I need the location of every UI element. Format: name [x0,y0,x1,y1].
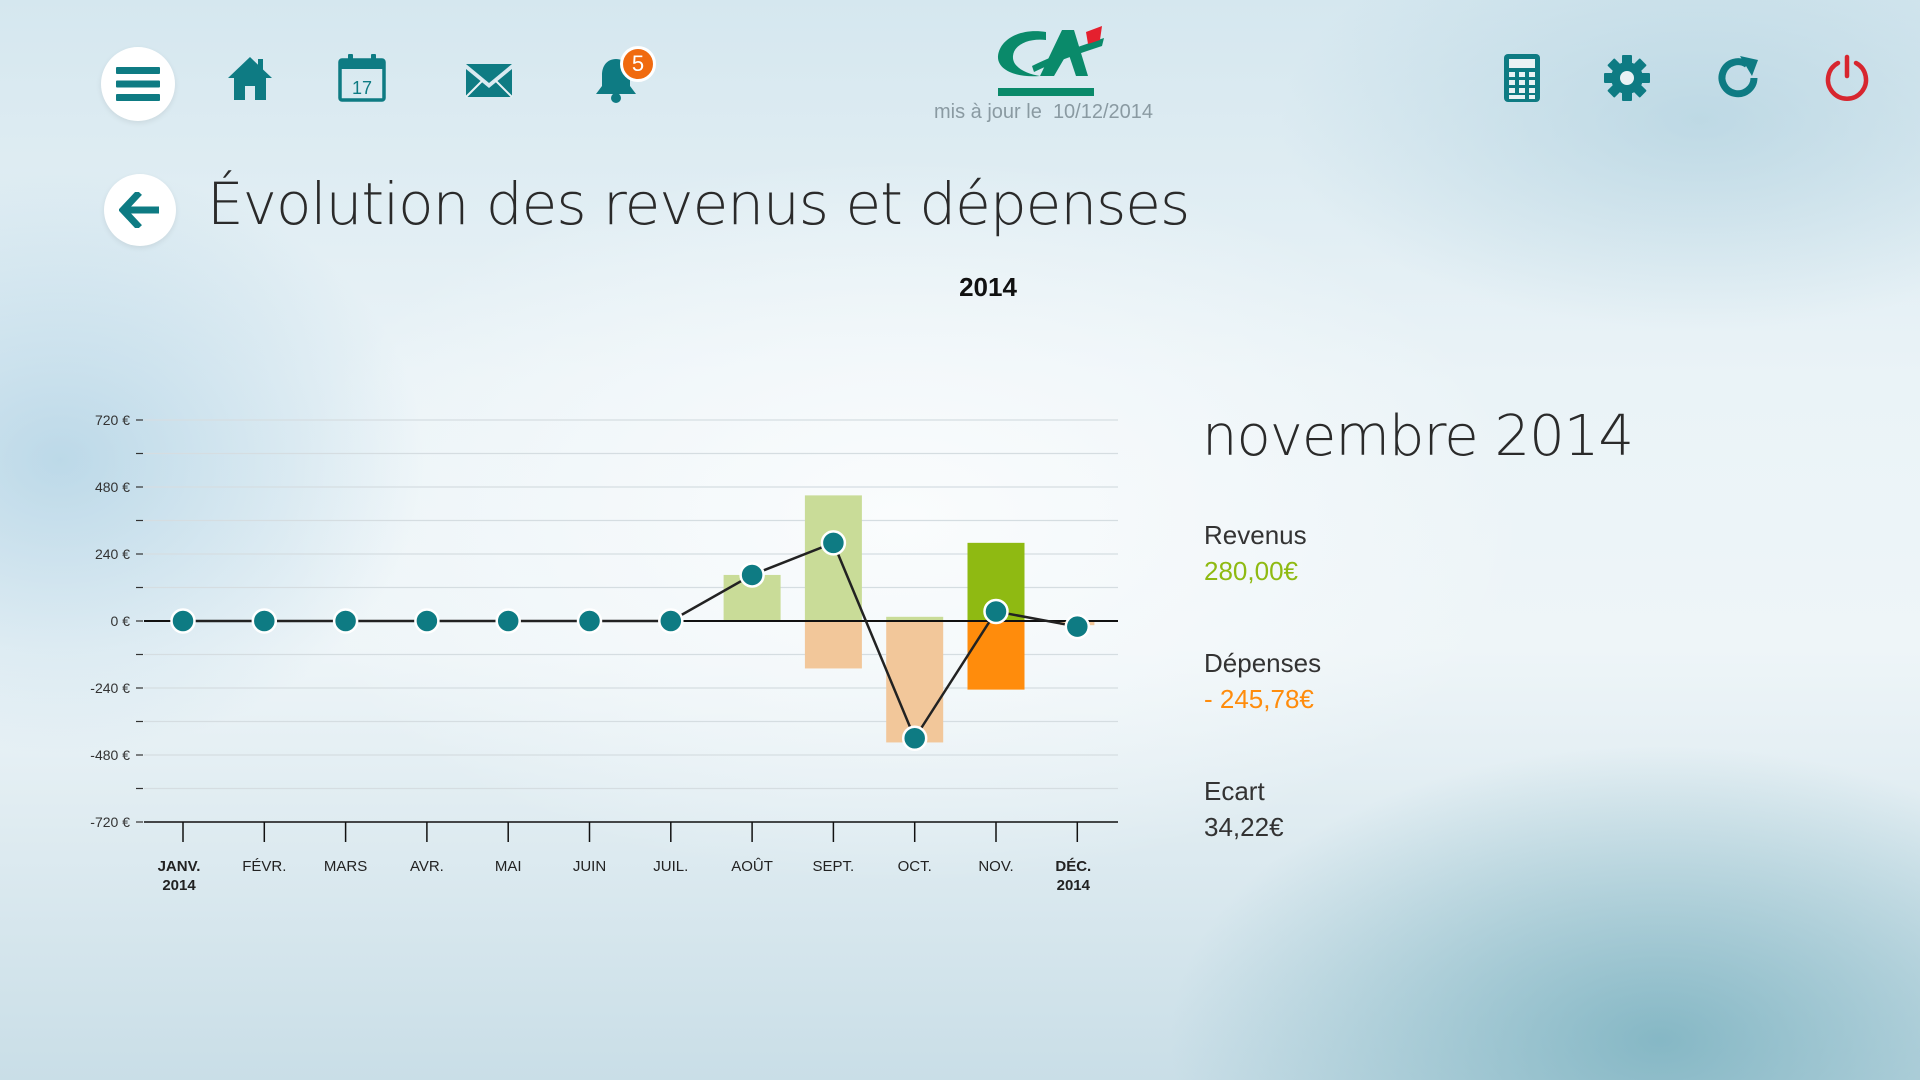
y-tick-label: -480 € [90,747,130,763]
y-tick-label: 0 € [111,613,131,629]
ecart-point [820,530,847,556]
chart-year-label: 2014 [959,272,1017,302]
last-update-prefix: mis à jour le [934,101,1042,123]
menu-button[interactable] [101,47,175,121]
x-tick-label: JUIL. [653,858,688,875]
ecart-point [495,608,521,634]
back-arrow-icon [119,192,159,228]
revenus-value: 280,00€ [1204,556,1298,586]
settings-button[interactable] [1601,52,1653,104]
ecart-point [901,725,928,751]
power-button[interactable] [1820,52,1874,104]
gear-icon [1604,55,1650,101]
y-tick-label: 720 € [95,412,130,428]
ecart-point [658,608,684,634]
refresh-icon [1718,56,1758,98]
x-tick-label: MARS [324,858,367,875]
ecart-point [414,608,440,634]
x-tick-label: OCT. [898,858,932,875]
x-tick-label: NOV. [978,858,1013,875]
x-tick-label: JUIN [573,858,606,875]
x-tick-label: 2014 [162,877,196,894]
calculator-button[interactable] [1500,50,1544,106]
x-tick-label: AVR. [410,858,444,875]
x-tick-label: FÉVR. [242,858,286,875]
calendar-icon: 17 [338,54,386,102]
depenses-label: Dépenses [1204,648,1322,678]
bank-logo [992,26,1106,102]
y-tick-label: -720 € [90,814,130,830]
calendar-day-text: 17 [352,78,372,98]
x-tick-label: AOÛT [731,858,773,875]
depenses-bar [967,621,1025,690]
page-title: Évolution des revenus et dépenses [207,170,1190,238]
y-tick-label: 480 € [95,479,130,495]
depenses-bar [886,621,944,743]
power-icon [1825,54,1869,101]
depenses-value: - 245,78€ [1204,684,1314,714]
last-update-date: 10/12/2014 [1052,101,1154,123]
hamburger-menu-icon [116,67,160,101]
ecart-point [251,608,278,634]
selected-month-title: novembre 2014 [1202,404,1634,469]
ecart-point [170,608,196,634]
ecart-point [983,598,1009,625]
y-tick-label: 240 € [95,546,130,562]
mail-button[interactable] [458,54,520,106]
income-expense-chart[interactable]: 720 € 480 € 240 € 0 € -240 € -480 € -720 € JANV… [0,380,1160,920]
ecart-point [332,608,359,634]
y-tick-label: -240 € [90,680,130,696]
calendar-button[interactable]: 17 [332,50,392,106]
x-tick-label: MAI [495,858,522,875]
notification-badge: 5 [620,46,656,82]
x-tick-label: DÉC. [1055,858,1091,875]
revenus-bar [886,616,944,621]
ecart-point [739,562,765,588]
ecart-point [1064,613,1091,640]
last-update-text: mis à jour le 10/12/2014 [934,101,1234,124]
back-button[interactable] [104,174,176,246]
calculator-icon [1504,54,1540,102]
x-tick-label: SEPT. [813,858,855,875]
ecart-value: 34,22€ [1204,812,1284,842]
refresh-button[interactable] [1712,52,1764,104]
ecart-point [576,608,603,634]
ecart-label: Ecart [1204,776,1265,806]
depenses-bar [804,621,862,669]
x-tick-label: JANV. [158,858,201,875]
x-tick-label: 2014 [1057,877,1091,894]
mail-icon [465,64,513,98]
home-button[interactable] [222,50,278,106]
revenus-bar [804,495,862,621]
revenus-label: Revenus [1204,520,1307,550]
ecart-line [183,541,1078,741]
home-icon [228,57,272,100]
